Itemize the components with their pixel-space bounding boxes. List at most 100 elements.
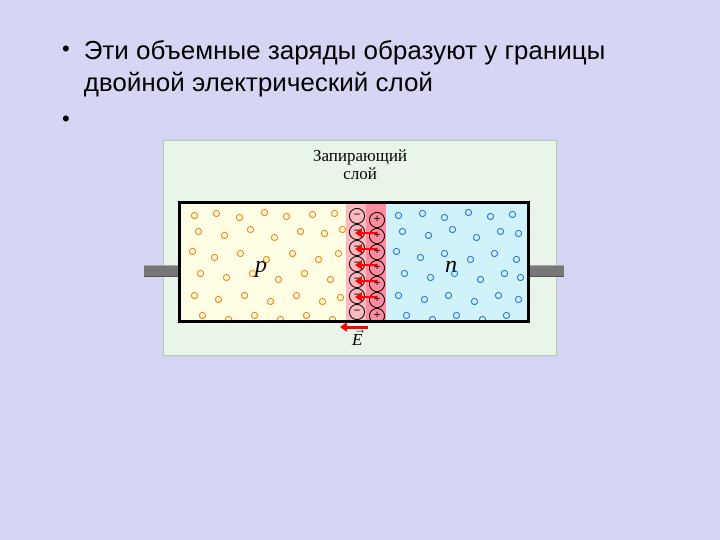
- hole-carrier: [195, 228, 202, 235]
- electron-carrier: [395, 212, 402, 219]
- electron-carrier: [495, 292, 502, 299]
- hole-carrier: [277, 316, 284, 323]
- hole-carrier: [335, 250, 342, 257]
- hole-carrier: [263, 256, 270, 263]
- electron-carrier: [395, 292, 402, 299]
- electron-carrier: [509, 211, 516, 218]
- electron-carrier: [449, 226, 456, 233]
- field-arrow-icon: [357, 296, 377, 298]
- hole-carrier: [261, 209, 268, 216]
- electrode-right: [529, 265, 564, 277]
- electron-carrier: [425, 232, 432, 239]
- field-arrow-icon: [357, 280, 377, 282]
- electron-carrier: [401, 270, 408, 277]
- electron-carrier: [497, 228, 504, 235]
- hole-carrier: [251, 312, 258, 319]
- hole-carrier: [303, 312, 310, 319]
- hole-carrier: [293, 292, 300, 299]
- hole-carrier: [297, 228, 304, 235]
- hole-carrier: [267, 298, 274, 305]
- electron-carrier: [471, 298, 478, 305]
- hole-carrier: [225, 316, 232, 323]
- electron-carrier: [399, 228, 406, 235]
- hole-carrier: [199, 312, 206, 319]
- hole-carrier: [339, 226, 346, 233]
- hole-carrier: [315, 256, 322, 263]
- electron-carrier: [465, 209, 472, 216]
- hole-carrier: [247, 226, 254, 233]
- bullet-item-1: • Эти объемные заряды образуют у границы…: [62, 34, 690, 98]
- semiconductor-body: p n: [178, 201, 530, 323]
- electron-carrier: [393, 248, 400, 255]
- electron-carrier: [419, 210, 426, 217]
- electron-carrier: [441, 250, 448, 257]
- electron-carrier: [479, 316, 486, 323]
- electron-carrier: [445, 292, 452, 299]
- field-arrow-icon: [357, 248, 377, 250]
- donor-ion: [369, 228, 385, 244]
- hole-carrier: [236, 214, 243, 221]
- electron-carrier: [467, 256, 474, 263]
- pn-junction-diagram: p n → E: [170, 187, 538, 347]
- hole-carrier: [331, 210, 338, 217]
- electron-carrier: [487, 213, 494, 220]
- donor-ion: [369, 260, 385, 276]
- hole-carrier: [215, 296, 222, 303]
- electron-carrier: [421, 296, 428, 303]
- hole-carrier: [289, 250, 296, 257]
- hole-carrier: [197, 270, 204, 277]
- electron-carrier: [473, 234, 480, 241]
- bullet-item-2: •: [62, 104, 690, 134]
- electron-carrier: [429, 316, 436, 323]
- fig-title-line1: Запирающий: [313, 146, 407, 165]
- electron-carrier: [477, 276, 484, 283]
- electron-carrier: [453, 312, 460, 319]
- hole-carrier: [301, 270, 308, 277]
- hole-carrier: [319, 298, 326, 305]
- electron-carrier: [513, 256, 520, 263]
- donor-ion: [369, 292, 385, 308]
- hole-carrier: [271, 234, 278, 241]
- hole-carrier: [309, 211, 316, 218]
- efield-label: → E: [352, 330, 362, 350]
- hole-carrier: [249, 270, 256, 277]
- electron-carrier: [451, 270, 458, 277]
- hole-carrier: [191, 212, 198, 219]
- donor-ion: [369, 276, 385, 292]
- donor-ion: [369, 212, 385, 228]
- bullet-dot-icon: •: [62, 34, 70, 64]
- hole-carrier: [189, 248, 196, 255]
- bullet-dot-icon: •: [62, 104, 70, 134]
- electron-carrier: [515, 296, 522, 303]
- bullet-text-1: Эти объемные заряды образуют у границы д…: [84, 34, 690, 98]
- electron-carrier: [441, 214, 448, 221]
- hole-carrier: [211, 254, 218, 261]
- hole-carrier: [223, 274, 230, 281]
- hole-carrier: [191, 292, 198, 299]
- figure-panel: Запирающий слой p n → E: [163, 140, 557, 356]
- electron-carrier: [491, 250, 498, 257]
- donor-ion: [369, 244, 385, 260]
- hole-carrier: [275, 276, 282, 283]
- field-arrow-icon: [357, 264, 377, 266]
- acceptor-ion: [349, 304, 365, 320]
- figure-title: Запирающий слой: [170, 147, 550, 183]
- hole-carrier: [283, 213, 290, 220]
- fig-title-line2: слой: [343, 164, 377, 183]
- hole-carrier: [241, 292, 248, 299]
- electron-carrier: [501, 270, 508, 277]
- electron-carrier: [515, 230, 522, 237]
- field-arrow-icon: [357, 232, 377, 234]
- hole-carrier: [321, 230, 328, 237]
- donor-ion: [369, 308, 385, 323]
- electron-carrier: [427, 274, 434, 281]
- electron-carrier: [517, 274, 524, 281]
- electron-carrier: [503, 312, 510, 319]
- hole-carrier: [327, 276, 334, 283]
- acceptor-ion: [349, 208, 365, 224]
- electron-carrier: [403, 312, 410, 319]
- vector-arrow-icon: →: [354, 322, 366, 337]
- hole-carrier: [337, 294, 344, 301]
- electron-carrier: [417, 254, 424, 261]
- hole-carrier: [221, 232, 228, 239]
